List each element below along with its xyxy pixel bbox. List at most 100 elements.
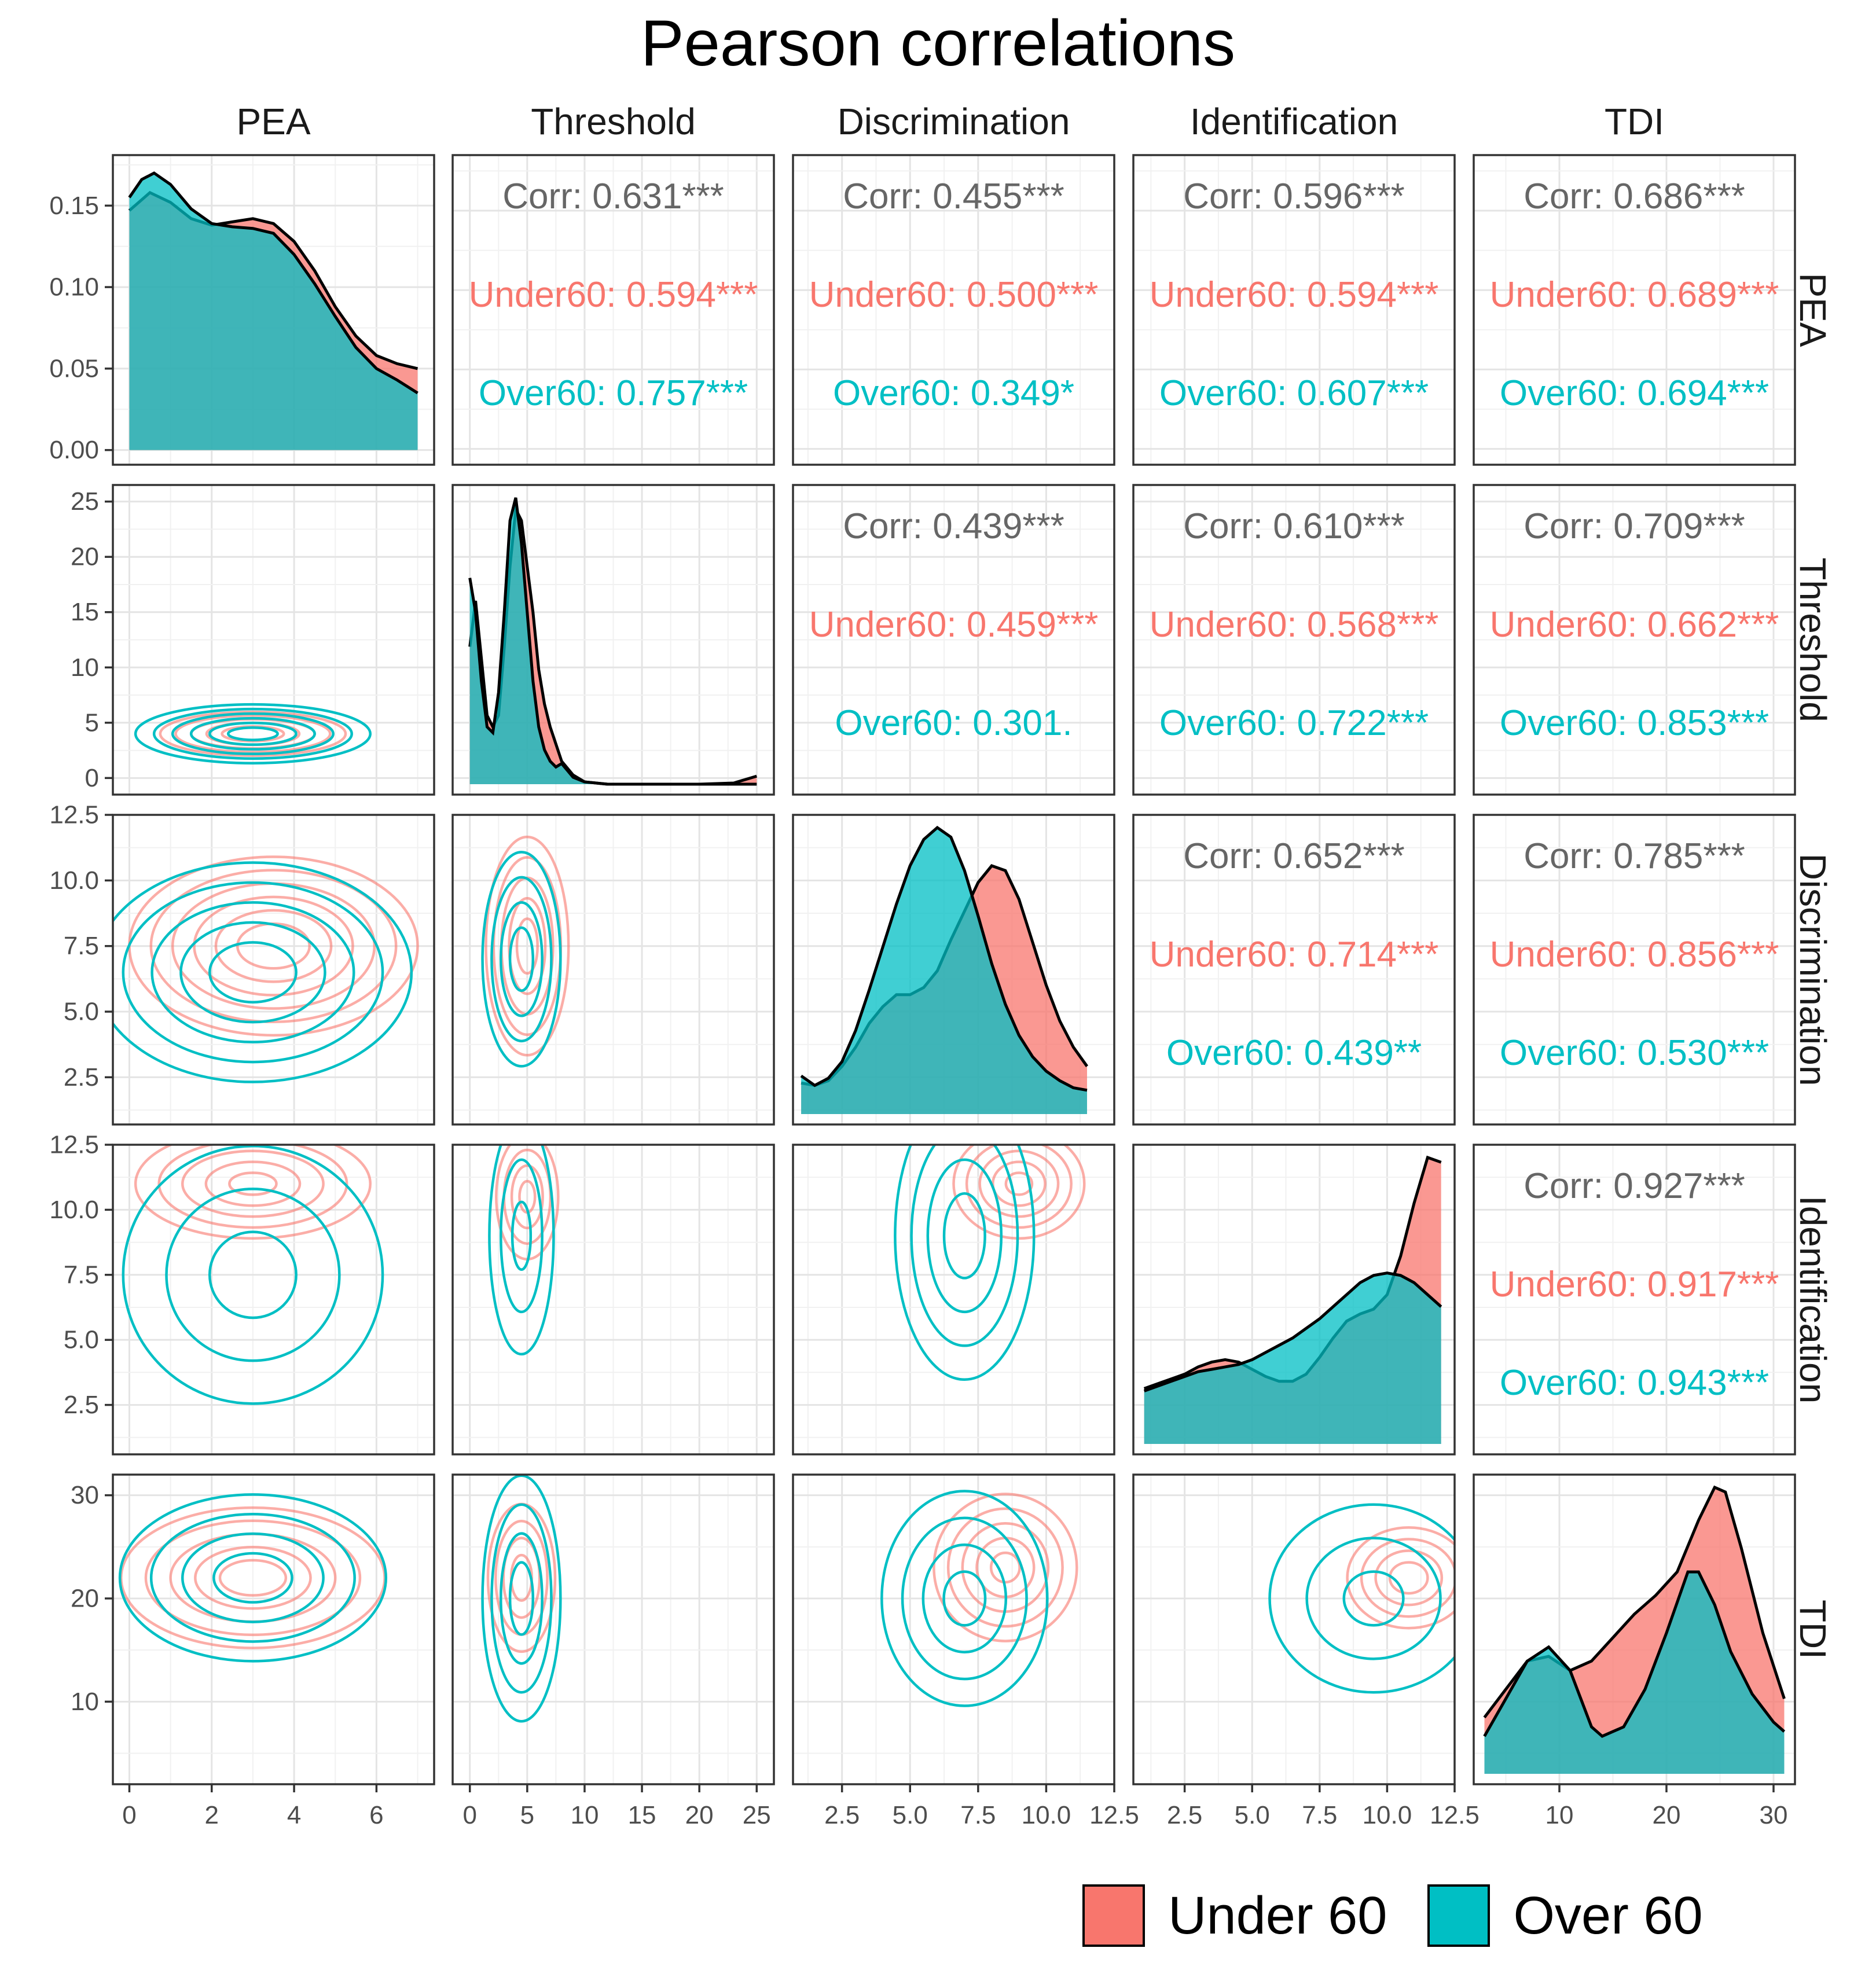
x-tick-label-discrimination: 12.5 — [1089, 1801, 1139, 1829]
panel-content — [481, 835, 570, 1068]
panel-content — [1483, 1485, 1786, 1774]
panel-border — [451, 1473, 775, 1785]
contour-under60-level-4 — [149, 869, 398, 1023]
contour-under60-level-1 — [204, 1160, 302, 1207]
column-label-tdi: TDI — [1605, 101, 1664, 142]
panel-border — [451, 484, 775, 796]
panel-content — [488, 1145, 560, 1356]
x-tick-label-discrimination: 2.5 — [824, 1801, 860, 1829]
density-area-over60 — [469, 498, 757, 784]
x-tick-label-pea: 2 — [205, 1801, 219, 1829]
panel-border — [451, 814, 775, 1126]
contour-under60-level-3 — [1346, 1526, 1455, 1630]
contour-over60-level-2 — [149, 1512, 356, 1643]
panel-border — [112, 154, 435, 466]
contour-over60-level-2 — [910, 1145, 1019, 1347]
y-tick-label-identification: 10.0 — [49, 1196, 99, 1224]
x-tick-label-threshold: 25 — [743, 1801, 771, 1829]
y-tick-label-threshold: 10 — [71, 653, 99, 682]
row-label-discrimination: Discrimination — [1792, 854, 1834, 1086]
contour-under60-level-3 — [946, 1507, 1064, 1628]
panel-background — [793, 1145, 1114, 1454]
panel-content — [894, 1145, 1086, 1381]
x-tick-label-identification: 12.5 — [1430, 1801, 1479, 1829]
x-tick-label-threshold: 5 — [520, 1801, 534, 1829]
corr-under60-text: Under60: 0.662*** — [1490, 605, 1779, 645]
contour-over60-level-0 — [508, 926, 535, 993]
x-tick-label-threshold: 0 — [462, 1801, 476, 1829]
y-tick-label-identification: 7.5 — [64, 1260, 99, 1289]
row-label-identification: Identification — [1792, 1196, 1834, 1403]
y-tick-label-threshold: 20 — [71, 543, 99, 571]
y-tick-label-identification: 2.5 — [64, 1391, 99, 1419]
panel-threshold-threshold — [451, 484, 775, 796]
contour-under60-level-2 — [181, 1149, 325, 1218]
contour-over60-level-3 — [894, 1145, 1036, 1381]
legend-item-over-60[interactable]: Over 60 — [1427, 1884, 1703, 1947]
corr-overall-text: Corr: 0.686*** — [1523, 177, 1745, 216]
density-line-over60 — [128, 171, 418, 395]
contour-over60-level-0 — [208, 941, 298, 1004]
x-tick-label-tdi: 20 — [1653, 1801, 1681, 1829]
legend-label-over-60: Over 60 — [1513, 1886, 1703, 1945]
density-line-over60 — [468, 497, 757, 786]
contour-under60-level-3 — [144, 1519, 362, 1637]
contour-over60-level-2 — [901, 1516, 1028, 1681]
y-tick-label-identification: 12.5 — [49, 1131, 99, 1159]
contour-over60-level-3 — [481, 1475, 562, 1723]
panel-content — [118, 1493, 387, 1663]
contour-over60-level-3 — [118, 1493, 387, 1663]
contour-over60-level-0 — [942, 1192, 986, 1280]
y-tick-label-threshold: 15 — [71, 598, 99, 626]
contour-under60-level-0 — [1004, 1171, 1034, 1196]
contour-under60-level-3 — [174, 714, 332, 754]
y-tick-label-tdi: 10 — [71, 1688, 99, 1716]
panel-border — [792, 484, 1115, 796]
x-tick-label-identification: 7.5 — [1302, 1801, 1337, 1829]
corr-under60-text: Under60: 0.500*** — [809, 275, 1099, 315]
contour-under60-level-3 — [965, 1145, 1073, 1229]
panel-content — [1268, 1503, 1455, 1694]
corr-under60-text: Under60: 0.568*** — [1150, 605, 1439, 645]
contour-over60-level-2 — [488, 1145, 555, 1356]
panel-discrimination-pea — [112, 814, 435, 1126]
contour-over60-level-4 — [152, 707, 353, 760]
panel-discrimination-threshold — [451, 814, 775, 1126]
panel-content — [481, 1475, 562, 1723]
panel-threshold-discrimination: Corr: 0.439*** Under60: 0.459*** Over60: 0… — [792, 484, 1115, 796]
corr-over60-text: Over60: 0.349* — [833, 373, 1074, 413]
legend: Under 60 Over 60 — [1082, 1878, 1743, 1953]
panel-background — [1133, 155, 1455, 465]
panel-content — [128, 171, 418, 450]
contour-under60-level-1 — [214, 909, 333, 983]
x-tick-label-threshold: 10 — [570, 1801, 599, 1829]
density-area-over60 — [1144, 1273, 1441, 1444]
corr-over60-text: Over60: 0.439** — [1166, 1033, 1422, 1073]
contour-over60-level-0 — [208, 1230, 298, 1320]
contour-over60-level-2 — [189, 716, 316, 751]
contour-over60-level-0 — [508, 1561, 535, 1636]
column-label-identification: Identification — [1190, 101, 1398, 142]
corr-under60-text: Under60: 0.594*** — [1150, 275, 1439, 315]
y-tick-label-pea: 0.05 — [49, 354, 99, 383]
panel-tdi-identification — [1132, 1473, 1456, 1785]
panel-threshold-identification: Corr: 0.610*** Under60: 0.568*** Over60: 0… — [1132, 484, 1456, 796]
panel-border — [1473, 154, 1796, 466]
x-tick-label-pea: 0 — [122, 1801, 136, 1829]
contour-over60-level-5 — [134, 703, 372, 765]
contour-over60-level-4 — [113, 861, 413, 1083]
corr-under60-text: Under60: 0.689*** — [1490, 275, 1779, 315]
density-area-under60 — [469, 509, 757, 784]
legend-item-under-60[interactable]: Under 60 — [1082, 1884, 1387, 1947]
legend-swatch-over-60 — [1427, 1884, 1490, 1947]
panel-discrimination-discrimination — [792, 814, 1115, 1126]
column-label-pea: PEA — [236, 101, 310, 142]
panel-border — [112, 484, 435, 796]
panel-tdi-tdi — [1473, 1473, 1796, 1785]
contour-under60-level-4 — [484, 835, 570, 1057]
contour-under60-level-4 — [952, 1145, 1086, 1240]
panel-border — [1473, 1473, 1796, 1785]
contour-over60-level-1 — [500, 901, 544, 1017]
y-tick-label-pea: 0.15 — [49, 192, 99, 220]
panel-identification-identification — [1132, 1144, 1456, 1456]
